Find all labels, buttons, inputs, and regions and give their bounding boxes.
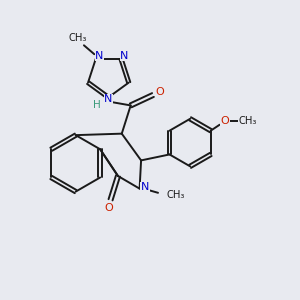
- Text: CH₃: CH₃: [166, 190, 184, 200]
- Text: O: O: [105, 203, 113, 213]
- Text: N: N: [95, 51, 103, 61]
- Text: O: O: [220, 116, 229, 126]
- Text: N: N: [120, 51, 129, 61]
- Text: CH₃: CH₃: [238, 116, 257, 126]
- Text: O: O: [155, 87, 164, 97]
- Text: N: N: [104, 94, 112, 104]
- Text: N: N: [141, 182, 149, 192]
- Text: CH₃: CH₃: [69, 33, 87, 43]
- Text: H: H: [93, 100, 101, 110]
